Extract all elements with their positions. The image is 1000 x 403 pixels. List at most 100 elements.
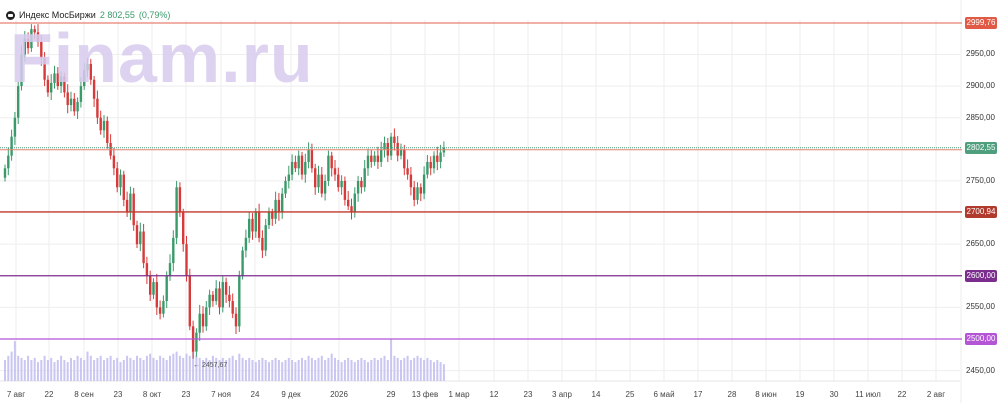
candle-body	[347, 199, 350, 207]
candle-body	[363, 168, 366, 188]
volume-bar	[218, 360, 221, 381]
candle-body	[158, 307, 162, 314]
time-tick-label: 11 июл	[855, 390, 881, 399]
volume-bar	[155, 360, 158, 381]
volume-bar	[185, 353, 188, 381]
volume-bar	[248, 357, 251, 381]
volume-bar	[363, 360, 366, 381]
candle-body	[86, 63, 89, 71]
candle-body	[277, 199, 281, 213]
candle-body	[406, 168, 409, 175]
volume-bar	[63, 360, 66, 381]
volume-bar	[37, 362, 39, 381]
candle-body	[251, 218, 254, 232]
volume-bar	[281, 362, 284, 381]
candle-body	[188, 275, 191, 327]
volume-bar	[162, 357, 165, 381]
volume-bar	[182, 357, 185, 381]
time-tick-label: 19	[795, 390, 805, 399]
candle-body	[350, 206, 353, 213]
volume-bar	[136, 355, 138, 381]
volume-bar	[268, 362, 270, 381]
candle-body	[66, 92, 69, 106]
candle-body	[373, 155, 376, 162]
price-tick-label: 2850,00	[966, 112, 995, 122]
volume-bar	[208, 360, 211, 381]
volume-bar	[33, 357, 36, 381]
candle-body	[297, 155, 300, 169]
volume-bar	[109, 355, 112, 381]
candle-body	[168, 263, 172, 276]
volume-bar	[202, 360, 204, 381]
candle-body	[360, 180, 363, 188]
candle-body	[356, 180, 360, 194]
volume-bar	[241, 357, 244, 381]
volume-bar	[367, 362, 369, 381]
volume-bar	[13, 341, 16, 381]
time-tick-label: 8 июн	[755, 390, 777, 399]
candle-body	[422, 174, 426, 194]
volume-bar	[271, 360, 274, 381]
candle-body	[36, 32, 40, 42]
candle-body	[50, 82, 53, 93]
candle-body	[353, 193, 356, 213]
candle-body	[69, 98, 73, 106]
volume-bar	[258, 360, 261, 381]
candle-body	[429, 161, 432, 169]
volume-bar	[228, 357, 231, 381]
volume-bar	[277, 360, 280, 381]
candle-body	[30, 29, 33, 49]
volume-bar	[304, 360, 307, 381]
volume-bar	[198, 357, 201, 381]
volume-bar	[357, 360, 360, 381]
volume-bar	[175, 351, 178, 381]
candle-body	[333, 168, 337, 175]
volume-bar	[53, 362, 56, 381]
time-tick-label: 6 май	[653, 390, 675, 399]
low-annotation: ← 2457,67	[193, 362, 228, 369]
candle-body	[244, 237, 248, 251]
level-price-label: 2500,00	[965, 332, 997, 345]
candle-body	[327, 155, 330, 181]
candle-body	[20, 54, 23, 87]
candle-body	[330, 155, 333, 169]
candle-body	[33, 29, 36, 33]
candle-body	[135, 225, 139, 245]
volume-bar	[386, 360, 389, 381]
volume-bar	[284, 360, 287, 381]
time-tick-label: 7 авг	[6, 390, 26, 399]
volume-bar	[314, 360, 317, 381]
volume-bar	[50, 357, 53, 381]
volume-bar	[340, 362, 343, 381]
candle-body	[23, 38, 26, 55]
candle-body	[155, 282, 158, 308]
candle-body	[149, 275, 152, 295]
candle-body	[125, 199, 129, 213]
candle-body	[403, 149, 406, 169]
candle-body	[320, 174, 323, 194]
time-tick-label: 24	[250, 390, 260, 399]
moex-logo-icon	[6, 10, 15, 20]
volume-bar	[334, 357, 336, 381]
candle-body	[284, 180, 287, 194]
candle-body	[208, 294, 211, 308]
volume-bar	[413, 357, 416, 381]
candle-body	[122, 174, 125, 200]
volume-bar	[244, 360, 247, 381]
candle-body	[337, 174, 340, 188]
candle-body	[238, 275, 241, 327]
volume-bar	[159, 355, 162, 381]
candle-body	[340, 180, 343, 188]
volume-bar	[129, 357, 132, 381]
volume-bar	[142, 360, 145, 381]
candle-body	[139, 231, 142, 245]
price-tick-label: 2900,00	[966, 81, 995, 91]
candle-body	[218, 288, 221, 308]
price-tick-label: 2950,00	[966, 49, 995, 59]
candle-body	[215, 288, 218, 302]
volume-bar	[403, 357, 406, 381]
candle-body	[228, 294, 231, 302]
candle-body	[376, 155, 380, 162]
volume-bar	[188, 355, 191, 381]
